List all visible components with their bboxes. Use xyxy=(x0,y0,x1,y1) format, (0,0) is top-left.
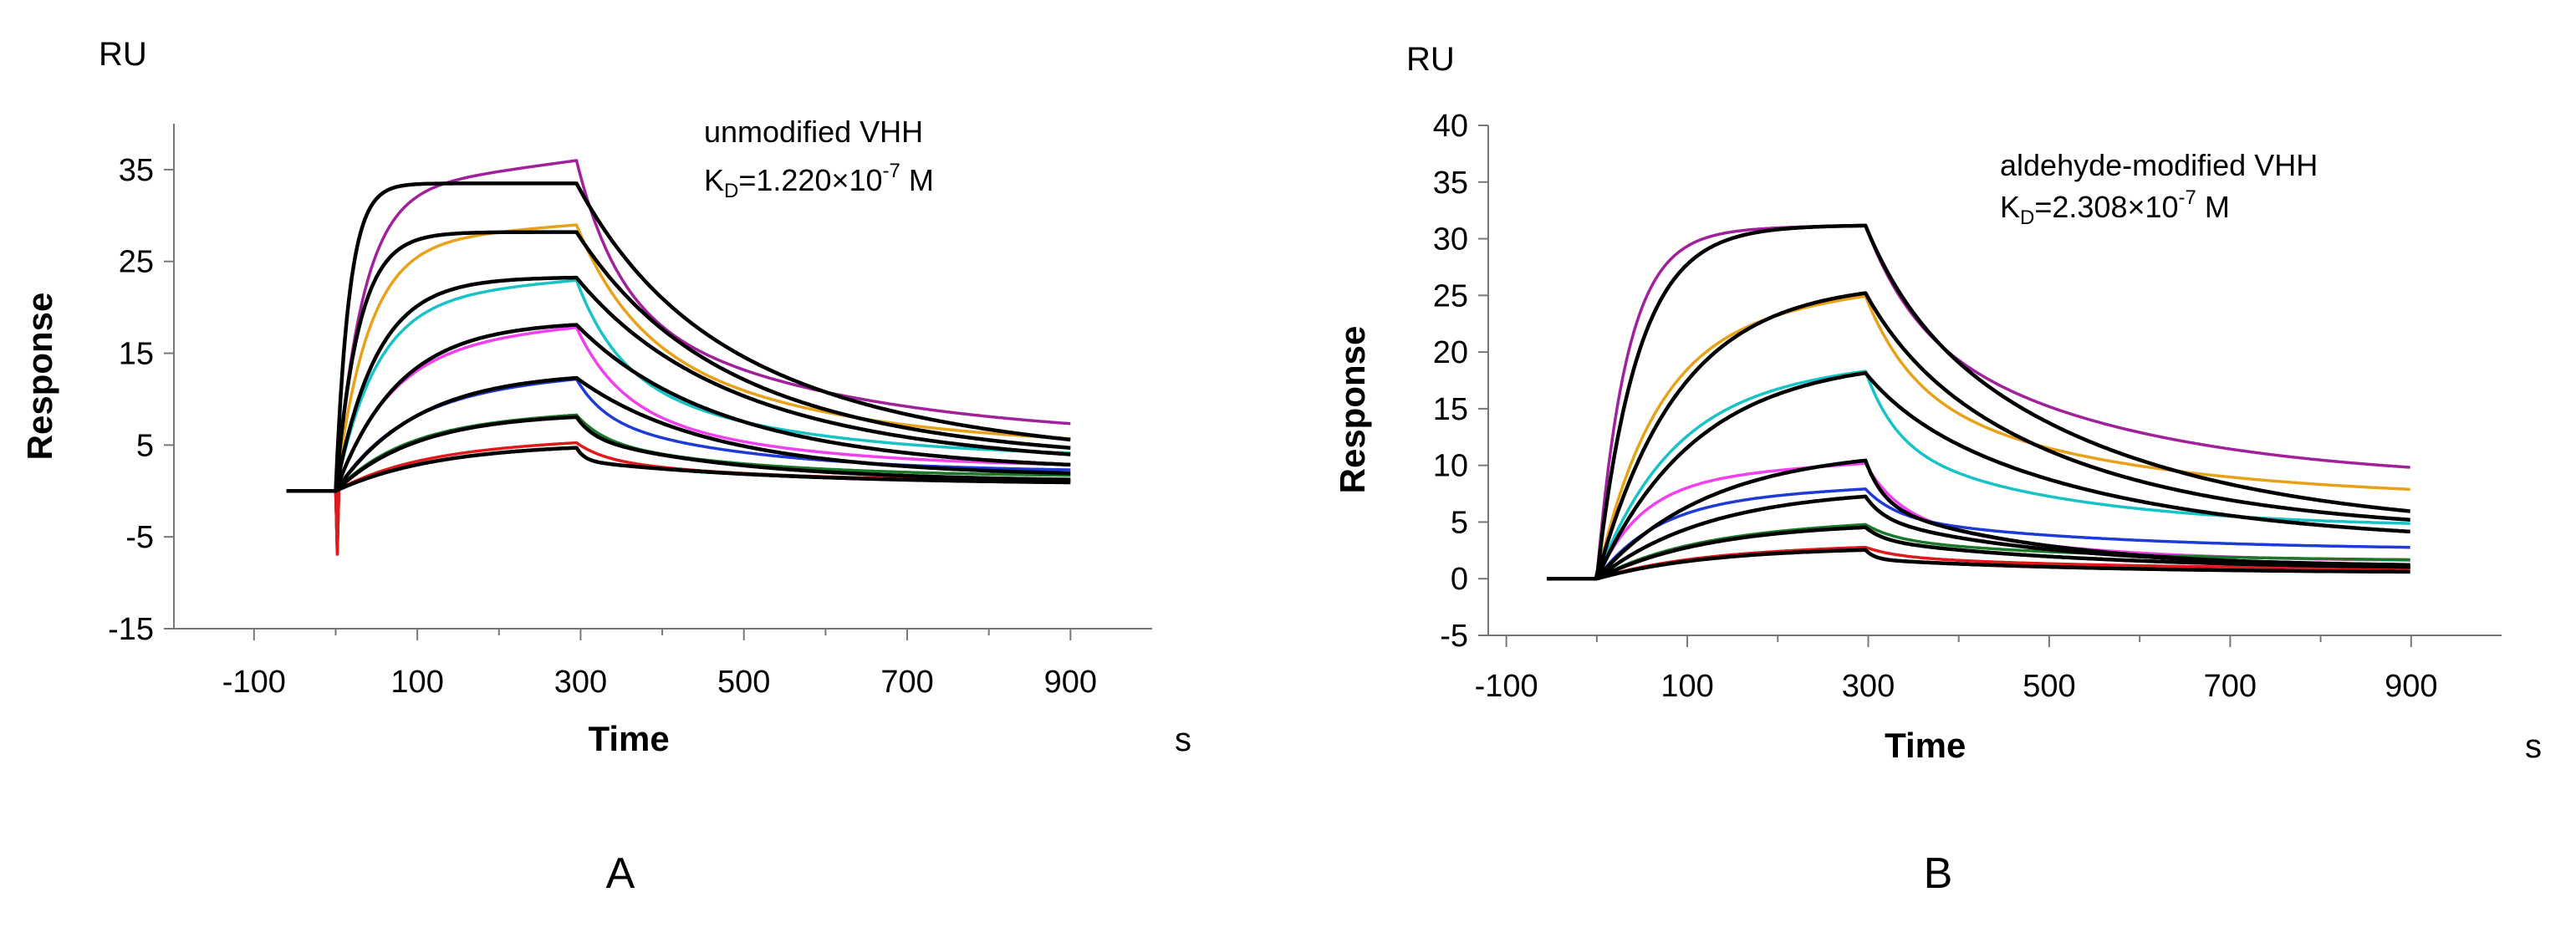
series-line-conc-2 xyxy=(286,441,1071,556)
y-tick-label: 40 xyxy=(1433,109,1468,144)
x-axis-title: Time xyxy=(1885,726,1966,765)
series-line-conc-7 xyxy=(286,223,1071,545)
y-tick-label: 35 xyxy=(119,153,154,188)
panel-label: B xyxy=(1924,849,1953,898)
series-line-conc-4 xyxy=(1547,487,2410,580)
y-axis-title: Response xyxy=(20,293,59,461)
x-unit-label: s xyxy=(2525,728,2542,765)
fit-line-fit-3 xyxy=(286,275,1071,493)
x-tick-label: 300 xyxy=(1842,669,1895,704)
fit-line-fit-7 xyxy=(1547,548,2410,581)
fit-line-fit-1 xyxy=(286,181,1071,493)
y-tick-label: 15 xyxy=(1433,392,1468,427)
y-tick-label: 35 xyxy=(1433,166,1468,201)
series-line-conc-7 xyxy=(1547,294,2410,580)
y-tick-label: 10 xyxy=(1433,449,1468,484)
y-tick-label: 30 xyxy=(1433,222,1468,257)
y-tick-label: 5 xyxy=(1451,505,1468,540)
y-unit-label: RU xyxy=(99,36,147,73)
series-line-conc-5 xyxy=(286,325,1071,553)
x-axis-title: Time xyxy=(588,719,669,758)
fit-line-fit-6 xyxy=(286,415,1071,493)
chart-panel-B: -100 100 300 500 700 900 -5 0 5 10 15 20 25 30 35 40 RU R… xyxy=(1333,41,2542,898)
y-tick-label: -5 xyxy=(125,520,154,555)
y-tick-label: 25 xyxy=(1433,278,1468,314)
series-line-conc-6 xyxy=(286,278,1071,549)
y-tick-label: 20 xyxy=(1433,335,1468,370)
series-line-conc-8 xyxy=(286,159,1071,539)
x-tick-label: 500 xyxy=(717,665,770,700)
x-tick-label: -100 xyxy=(1475,669,1538,704)
y-tick-label: 15 xyxy=(119,337,154,372)
annotation-name: aldehyde-modified VHH xyxy=(2000,148,2318,182)
y-tick-label: 5 xyxy=(136,428,154,463)
fit-line-fit-2 xyxy=(286,230,1071,493)
x-unit-label: s xyxy=(1175,721,1191,758)
x-tick-label: 500 xyxy=(2023,669,2075,704)
x-tick-label: -100 xyxy=(222,665,286,700)
annotation-kd: KD=2.308×10-7 M xyxy=(2000,186,2230,229)
y-tick-label: 0 xyxy=(1451,562,1468,597)
fit-line-fit-3 xyxy=(1547,370,2410,581)
annotation-name: unmodified VHH xyxy=(704,115,923,149)
chart-panel-A: -100 100 300 500 700 900 -15 -5 5 15 25 35 RU Respons… xyxy=(20,36,1191,898)
series-line-conc-8 xyxy=(1547,223,2410,580)
x-tick-label: 100 xyxy=(1660,669,1713,704)
y-tick-label: 25 xyxy=(119,245,154,280)
fit-line-fit-4 xyxy=(286,323,1071,493)
y-tick-label: -15 xyxy=(108,612,154,647)
fit-line-fit-2 xyxy=(1547,291,2410,581)
y-unit-label: RU xyxy=(1406,41,1455,78)
y-tick-label: -5 xyxy=(1440,619,1468,654)
x-tick-label: 900 xyxy=(1044,665,1097,700)
y-axis-title: Response xyxy=(1333,326,1372,494)
fit-line-fit-5 xyxy=(286,375,1071,493)
fit-line-fit-6 xyxy=(1547,525,2410,581)
x-tick-label: 100 xyxy=(390,665,443,700)
annotation-kd: KD=1.220×10-7 M xyxy=(704,160,934,202)
x-tick-label: 300 xyxy=(554,665,607,700)
fit-line-fit-5 xyxy=(1547,494,2410,581)
fit-line-fit-1 xyxy=(1547,223,2410,581)
panel-label: A xyxy=(606,849,635,898)
fit-line-fit-7 xyxy=(286,446,1071,493)
x-tick-label: 700 xyxy=(880,665,933,700)
x-tick-label: 700 xyxy=(2204,669,2257,704)
x-tick-label: 900 xyxy=(2385,669,2437,704)
